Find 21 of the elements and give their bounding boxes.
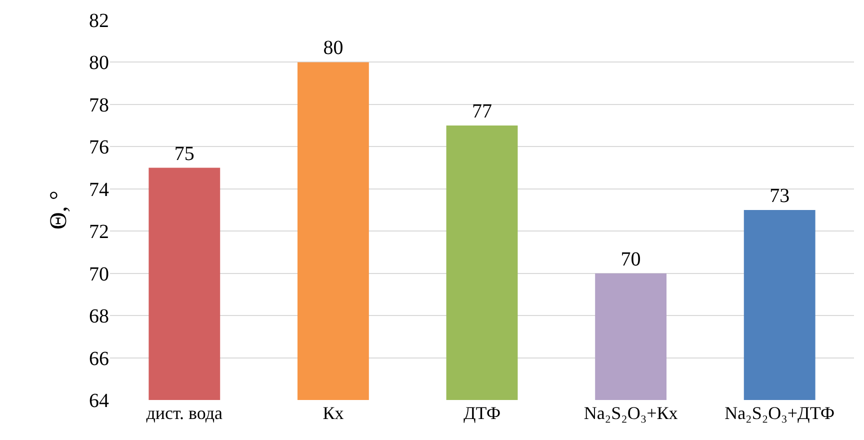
x-tick-label: Кх — [322, 403, 344, 423]
y-tick-label: 68 — [89, 306, 109, 328]
y-tick-label: 72 — [89, 221, 109, 244]
data-label: 80 — [323, 37, 344, 60]
y-axis-title: Θ, ° — [46, 190, 72, 230]
x-tick-label: ДТФ — [463, 403, 501, 423]
x-tick-label: Na₂S₂O₃+ДТФ — [724, 403, 835, 423]
data-label: 70 — [620, 248, 641, 270]
y-tick-label: 76 — [89, 136, 109, 159]
y-tick-label: 64 — [89, 390, 109, 412]
y-tick-label: 82 — [89, 10, 109, 32]
data-label: 75 — [174, 142, 194, 165]
y-tick-label: 78 — [89, 94, 109, 116]
y-tick-label: 80 — [89, 52, 109, 74]
x-tick-label: дист. вода — [146, 403, 223, 423]
data-label: 77 — [472, 100, 492, 123]
x-tick-label: Na₂S₂O₃+Кх — [584, 403, 678, 423]
data-label: 73 — [770, 185, 790, 207]
y-tick-label: 66 — [89, 348, 109, 370]
y-tick-label: 74 — [89, 178, 109, 201]
y-tick-label: 70 — [89, 263, 109, 286]
